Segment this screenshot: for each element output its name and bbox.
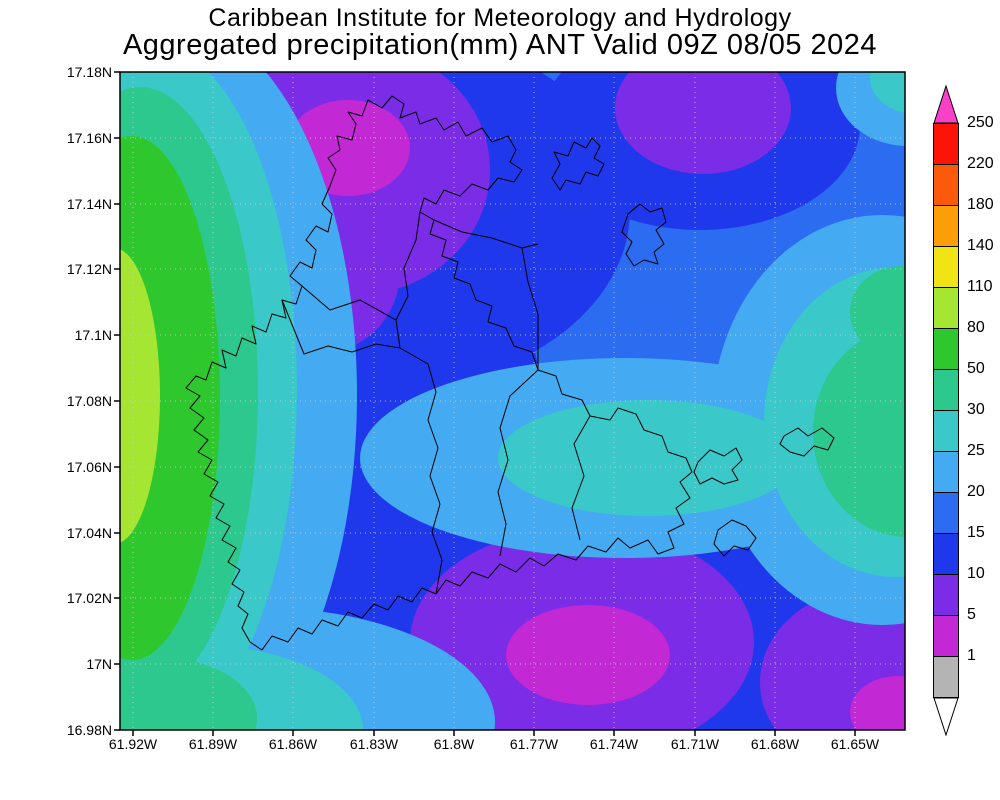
y-axis-tick-label: 16.98N (66, 722, 112, 738)
colorbar-tick-label: 30 (967, 401, 985, 418)
y-axis-tick-label: 17.06N (66, 459, 112, 475)
y-axis-tick-label: 17.12N (66, 261, 112, 277)
colorbar-tick-label: 10 (967, 565, 985, 582)
fill-band-80-110 (120, 249, 160, 543)
y-axis-tick-label: 17.04N (66, 525, 112, 541)
colorbar-tick-label: 15 (967, 524, 985, 541)
chart-title: Aggregated precipitation(mm) ANT Valid 0… (122, 29, 878, 61)
colorbar-segment (933, 410, 959, 452)
fill-band-50-80 (120, 136, 220, 660)
colorbar-tick-label: 140 (967, 237, 994, 254)
colorbar-segment (933, 246, 959, 288)
contour-fills (120, 72, 905, 730)
y-axis-tick-label: 17N (86, 656, 112, 672)
island-boundaries (185, 95, 835, 651)
y-axis-tick-label: 17.1N (74, 327, 112, 343)
colorbar-segment (933, 656, 959, 698)
colorbar-segment (933, 615, 959, 657)
colorbar-segment (933, 451, 959, 493)
x-axis-tick-label: 61.77W (509, 736, 559, 752)
colorbar-tick-label: 1 (967, 647, 976, 664)
x-axis-tick-label: 61.89W (188, 736, 238, 752)
grid-lines (120, 72, 905, 730)
x-axis-tick-label: 61.68W (750, 736, 800, 752)
colorbar-segment (933, 205, 959, 247)
colorbar-segment (933, 574, 959, 616)
colorbar-segment (933, 123, 959, 165)
colorbar-tick-label: 80 (967, 319, 985, 336)
colorbar-tick-label: 250 (967, 114, 994, 131)
colorbar-segment (933, 369, 959, 411)
x-axis-tick-label: 61.83W (349, 736, 399, 752)
x-axis-tick-label: 61.8W (433, 736, 475, 752)
x-axis-tick-label: 61.65W (830, 736, 880, 752)
colorbar-tick-label: 25 (967, 442, 985, 459)
colorbar-below-min-arrow (933, 697, 959, 736)
y-axis-tick-label: 17.16N (66, 130, 112, 146)
colorbar-tick-label: 220 (967, 155, 994, 172)
y-axis-tick-label: 17.02N (66, 590, 112, 606)
x-axis-tick-label: 61.74W (589, 736, 639, 752)
map-frame (119, 71, 906, 731)
y-axis-tick-label: 17.08N (66, 393, 112, 409)
axis-ticks (114, 71, 856, 736)
x-axis-tick-label: 61.71W (670, 736, 720, 752)
colorbar-segment (933, 492, 959, 534)
y-axis-tick-label: 17.18N (66, 64, 112, 80)
colorbar-segment (933, 287, 959, 329)
colorbar-tick-label: 5 (967, 606, 976, 623)
colorbar-above-max-arrow (933, 85, 959, 124)
colorbar-tick-label: 180 (967, 196, 994, 213)
x-axis-tick-label: 61.92W (108, 736, 158, 752)
institution-title: Caribbean Institute for Meteorology and … (208, 4, 792, 32)
colorbar-tick-label: 110 (967, 278, 993, 295)
colorbar-segment (933, 533, 959, 575)
colorbar-tick-label: 20 (967, 483, 985, 500)
colorbar-tick-label: 50 (967, 360, 985, 377)
x-axis-tick-label: 61.86W (268, 736, 318, 752)
colorbar-segment (933, 328, 959, 370)
colorbar-segment (933, 164, 959, 206)
y-axis-tick-label: 17.14N (66, 196, 112, 212)
